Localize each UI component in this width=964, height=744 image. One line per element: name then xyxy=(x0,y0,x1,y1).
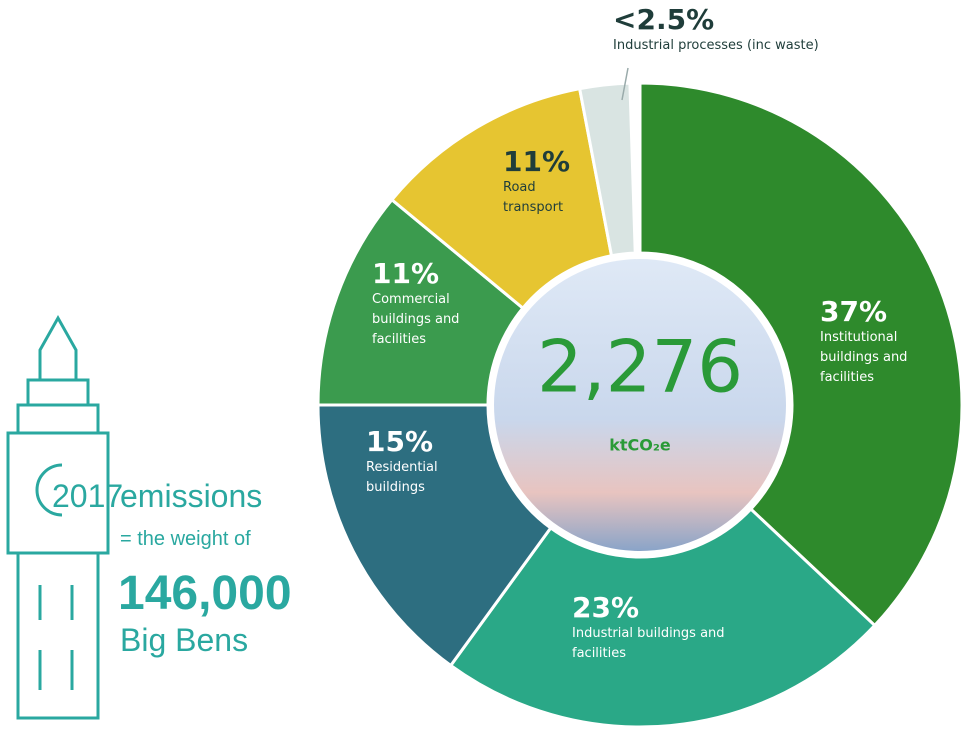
comparison-text: = the weight of xyxy=(120,528,251,551)
center-unit: ktCO₂e xyxy=(609,436,671,455)
percent-label: <2.5% xyxy=(613,4,873,36)
year: 2017 xyxy=(52,478,123,515)
count: 146,000 xyxy=(118,566,292,621)
percent-label: 11% xyxy=(372,258,482,290)
page: 2,276 ktCO₂e 2017 emissions = the weight… xyxy=(0,0,964,744)
count-unit: Big Bens xyxy=(120,622,248,659)
category-label: Industrial buildings and facilities xyxy=(572,624,742,664)
slice-label: 37%Institutional buildings and facilitie… xyxy=(820,296,935,388)
emissions-text: emissions xyxy=(120,478,262,515)
category-label: Road transport xyxy=(503,178,583,218)
center-value: 2,276 xyxy=(537,325,743,409)
slice-label: 15%Residential buildings xyxy=(366,426,476,498)
percent-label: 15% xyxy=(366,426,476,458)
percent-label: 37% xyxy=(820,296,935,328)
category-label: Industrial processes (inc waste) xyxy=(613,36,873,56)
category-label: Institutional buildings and facilities xyxy=(820,328,935,388)
category-label: Commercial buildings and facilities xyxy=(372,290,482,350)
slice-label: 11%Commercial buildings and facilities xyxy=(372,258,482,350)
slice-label: 11%Road transport xyxy=(503,146,583,218)
percent-label: 11% xyxy=(503,146,583,178)
big-ben-icon xyxy=(8,318,108,718)
percent-label: 23% xyxy=(572,592,742,624)
slice-label: 23%Industrial buildings and facilities xyxy=(572,592,742,664)
category-label: Residential buildings xyxy=(366,458,476,498)
slice-label: <2.5%Industrial processes (inc waste) xyxy=(613,4,873,56)
